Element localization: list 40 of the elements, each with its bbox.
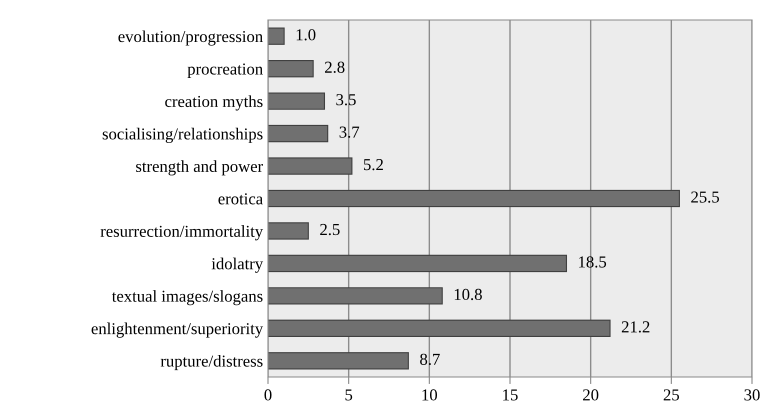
bar <box>268 28 285 45</box>
bar <box>268 60 314 78</box>
bar <box>268 190 680 208</box>
bar <box>268 352 409 370</box>
data-label: 21.2 <box>622 321 650 333</box>
x-tick-label: 30 <box>744 389 760 401</box>
y-tick-label: resurrection/immortality <box>100 225 264 240</box>
data-label: 3.7 <box>340 126 360 138</box>
y-tick-label: socialising/relationships <box>102 128 263 143</box>
y-tick-label: erotica <box>218 193 263 204</box>
data-label: 18.5 <box>579 256 606 268</box>
y-tick-label: creation myths <box>165 95 263 111</box>
x-tick-label: 0 <box>264 389 272 401</box>
data-label: 25.5 <box>691 191 720 203</box>
bar <box>268 157 352 175</box>
bar <box>268 320 611 337</box>
bar <box>268 124 328 142</box>
y-tick-label: rupture/distress <box>160 354 263 370</box>
x-tick-label: 25 <box>664 389 680 401</box>
data-label: 2.8 <box>325 62 344 73</box>
y-tick-label: procreation <box>188 63 263 78</box>
data-label: 5.2 <box>364 159 383 170</box>
bar <box>268 254 568 272</box>
x-tick-label: 20 <box>583 389 598 401</box>
y-tick-label: strength and power <box>136 160 263 176</box>
bar <box>268 222 309 240</box>
data-label: 3.5 <box>336 94 356 106</box>
bar <box>268 92 326 110</box>
data-label: 2.5 <box>320 224 340 236</box>
data-label: 1.0 <box>296 29 316 40</box>
y-tick-label: textual images/slogans <box>112 290 263 306</box>
x-tick-label: 15 <box>503 389 518 401</box>
data-label: 8.7 <box>420 354 440 366</box>
x-tick-label: 5 <box>345 389 352 401</box>
x-tick-label: 10 <box>422 389 438 401</box>
y-tick-label: idolatry <box>212 258 264 273</box>
y-tick-label: evolution/progression <box>118 30 263 46</box>
data-label: 10.8 <box>454 288 482 300</box>
y-tick-label: enlightenment/superiority <box>92 322 264 338</box>
bar <box>268 287 443 305</box>
